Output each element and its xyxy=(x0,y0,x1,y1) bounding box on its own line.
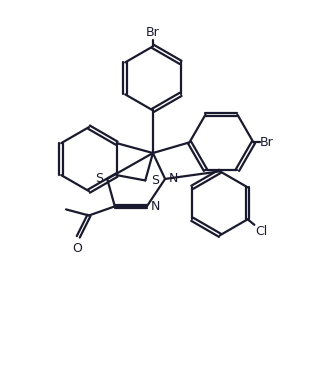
Text: Br: Br xyxy=(260,136,274,149)
Text: Cl: Cl xyxy=(255,225,267,239)
Text: N: N xyxy=(150,200,160,213)
Text: S: S xyxy=(95,172,104,185)
Text: N: N xyxy=(169,172,178,185)
Text: O: O xyxy=(72,242,82,255)
Text: S: S xyxy=(151,174,159,187)
Text: Br: Br xyxy=(146,26,160,39)
